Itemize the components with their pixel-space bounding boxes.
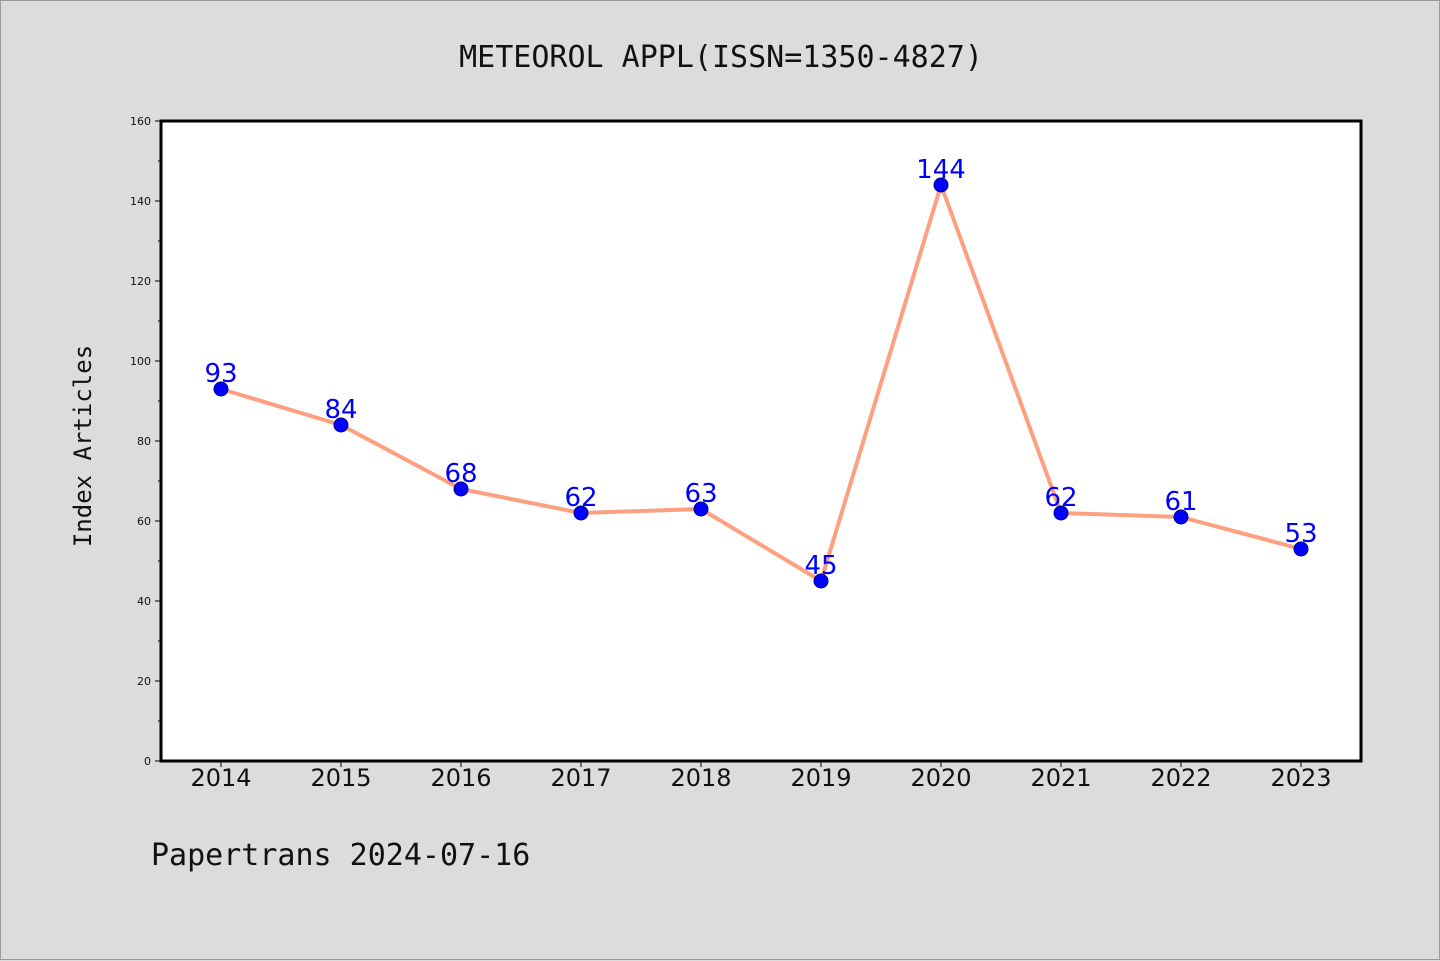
y-tick-label: 0 bbox=[144, 755, 151, 768]
x-tick-label: 2021 bbox=[1030, 764, 1091, 792]
x-tick-label: 2015 bbox=[310, 764, 371, 792]
y-tick-label: 80 bbox=[137, 435, 151, 448]
y-axis-label: Index Articles bbox=[69, 345, 97, 547]
data-label: 93 bbox=[204, 359, 237, 389]
data-point bbox=[1173, 509, 1189, 525]
y-tick-label: 160 bbox=[130, 115, 151, 128]
data-point bbox=[693, 501, 709, 517]
y-tick-label: 100 bbox=[130, 355, 151, 368]
data-label: 45 bbox=[804, 551, 837, 581]
data-label: 61 bbox=[1164, 487, 1197, 517]
x-tick-label: 2014 bbox=[190, 764, 251, 792]
data-label: 84 bbox=[324, 395, 357, 425]
x-tick-label: 2016 bbox=[430, 764, 491, 792]
data-labels-group: 93 84 68 62 63 45 144 62 61 53 bbox=[204, 155, 1317, 581]
data-label: 68 bbox=[444, 459, 477, 489]
axis-ticks: 0 20 40 60 80 100 120 140 160 2014 2015 2016 2017 201… bbox=[130, 115, 1332, 792]
x-tick-label: 2018 bbox=[670, 764, 731, 792]
series-line-group bbox=[220, 183, 1302, 583]
data-label: 53 bbox=[1284, 519, 1317, 549]
data-point bbox=[333, 417, 349, 433]
y-tick-label: 20 bbox=[137, 675, 151, 688]
y-tick-label: 60 bbox=[137, 515, 151, 528]
x-tick-label: 2022 bbox=[1150, 764, 1211, 792]
markers-group bbox=[213, 177, 1309, 589]
footer-credit: Papertrans 2024-07-16 bbox=[151, 838, 530, 873]
data-label: 62 bbox=[1044, 483, 1077, 513]
data-point bbox=[573, 505, 589, 521]
x-tick-label: 2020 bbox=[910, 764, 971, 792]
data-point bbox=[213, 381, 229, 397]
y-tick-label: 40 bbox=[137, 595, 151, 608]
data-point bbox=[1053, 505, 1069, 521]
y-tick-label: 120 bbox=[130, 275, 151, 288]
x-tick-label: 2023 bbox=[1270, 764, 1331, 792]
data-point bbox=[933, 177, 949, 193]
chart-title: METEOROL APPL(ISSN=1350-4827) bbox=[459, 40, 983, 75]
data-point bbox=[813, 573, 829, 589]
plot-area bbox=[159, 119, 1363, 763]
data-point bbox=[1293, 541, 1309, 557]
data-label: 63 bbox=[684, 479, 717, 509]
data-label: 62 bbox=[564, 483, 597, 513]
y-tick-label: 140 bbox=[130, 195, 151, 208]
series-line bbox=[220, 183, 1302, 583]
data-point bbox=[453, 481, 469, 497]
data-label: 144 bbox=[916, 155, 966, 185]
x-tick-label: 2019 bbox=[790, 764, 851, 792]
x-tick-label: 2017 bbox=[550, 764, 611, 792]
